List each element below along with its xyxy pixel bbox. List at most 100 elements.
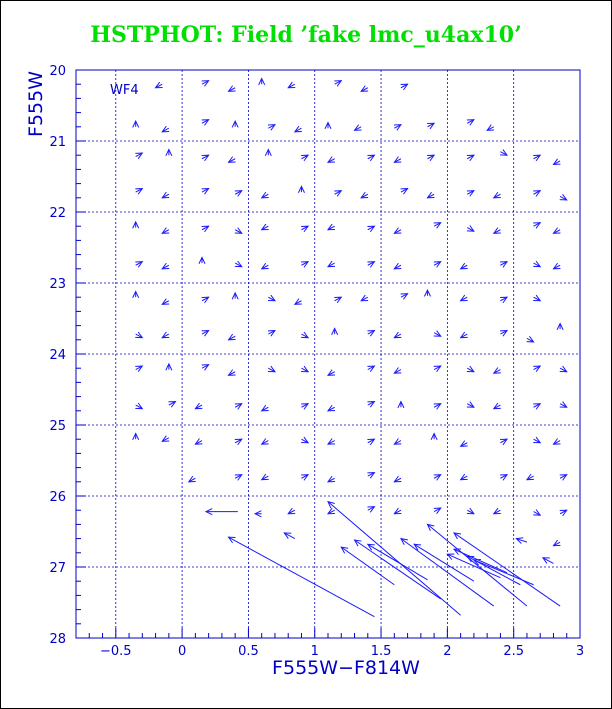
short-vector-head — [559, 509, 568, 517]
short-vector-head — [161, 435, 170, 442]
short-vector-head — [227, 85, 236, 92]
short-vector — [459, 294, 468, 302]
short-vector-shaft — [327, 406, 335, 412]
short-vector-shaft — [367, 506, 375, 511]
short-vector-shaft — [161, 437, 170, 442]
short-vector-head — [533, 365, 542, 373]
short-vector-head — [161, 191, 170, 199]
short-vector-shaft — [533, 365, 541, 371]
short-vector-shaft — [533, 438, 541, 444]
short-vector-shaft — [327, 477, 335, 483]
short-vector-head — [492, 227, 501, 234]
short-vector-shaft — [367, 438, 375, 444]
short-vector-shaft — [188, 477, 196, 483]
short-vector — [492, 227, 501, 234]
short-vector-shaft — [493, 193, 501, 199]
short-vector — [234, 260, 243, 268]
short-vector-head — [287, 81, 296, 89]
short-vector — [552, 262, 561, 270]
long-vector — [426, 523, 528, 607]
short-vector — [433, 261, 442, 268]
short-vector-head — [533, 294, 542, 302]
short-vector-head — [201, 188, 210, 195]
short-vector-shaft — [201, 296, 209, 302]
short-vector-head — [135, 365, 144, 373]
x-tick-label: 2 — [443, 644, 451, 659]
short-vector-head — [201, 80, 210, 87]
short-vector-head — [227, 333, 236, 341]
short-vector — [231, 291, 239, 300]
short-vector-shaft — [493, 404, 501, 410]
short-vector-shaft — [301, 333, 309, 339]
y-tick-label: 22 — [49, 206, 66, 221]
short-vector-head — [500, 438, 509, 446]
long-vector — [453, 532, 561, 607]
short-vector-shaft — [234, 403, 243, 408]
short-vector-head — [283, 532, 292, 539]
short-vector — [326, 223, 336, 231]
short-vector-shaft — [394, 229, 402, 234]
short-vector-head — [500, 261, 509, 268]
short-vector-shaft — [433, 403, 441, 408]
y-tick-label: 24 — [49, 348, 66, 363]
short-vector — [267, 124, 276, 131]
short-vector — [353, 124, 362, 131]
short-vector — [201, 364, 210, 371]
short-vector — [201, 80, 210, 87]
short-vector-shaft — [460, 333, 468, 339]
long-vector — [366, 543, 428, 581]
short-vector-shaft — [500, 438, 508, 444]
short-vector-head — [492, 507, 501, 515]
short-vector — [161, 125, 170, 133]
short-vector — [267, 294, 276, 302]
short-vector — [161, 191, 170, 199]
short-vector — [334, 296, 343, 304]
short-vector-shaft — [367, 154, 375, 160]
short-vector — [301, 365, 310, 373]
short-vector-shaft — [394, 333, 402, 339]
short-vector-head — [426, 191, 435, 199]
short-vector-head — [533, 260, 542, 268]
short-vector-head — [132, 119, 140, 128]
short-vector — [533, 294, 542, 302]
short-vector-head — [267, 330, 276, 337]
short-vector — [234, 438, 243, 446]
short-vector-head — [459, 294, 468, 302]
short-vector-shaft — [394, 509, 402, 515]
short-vector — [466, 190, 475, 197]
short-vector — [433, 474, 442, 481]
short-vector-head — [360, 294, 369, 302]
short-vector-shaft — [201, 364, 209, 369]
y-tick-label: 28 — [49, 632, 66, 647]
short-vector-head — [161, 331, 170, 339]
short-vector-shaft — [261, 475, 269, 481]
short-vector — [533, 403, 542, 410]
short-vector — [301, 436, 310, 444]
short-vector-shaft — [467, 119, 475, 124]
short-vector-head — [541, 557, 550, 564]
short-vector-head — [400, 188, 409, 195]
short-vector-shaft — [427, 122, 435, 128]
short-vector-shaft — [287, 83, 296, 89]
x-axis-label: F555W−F814W — [272, 657, 420, 679]
short-vector-shaft — [500, 474, 508, 479]
short-vector-shaft — [467, 227, 475, 232]
short-vector-shaft — [234, 190, 243, 195]
short-vector-head — [293, 125, 302, 133]
short-vector — [201, 119, 210, 126]
short-vector — [500, 474, 509, 481]
short-vector-shaft — [201, 119, 209, 124]
short-vector-head — [301, 154, 310, 162]
short-vector — [367, 225, 376, 233]
short-vector — [433, 222, 442, 229]
short-vector-head — [264, 148, 272, 157]
short-vector-head — [400, 293, 409, 300]
short-vector-head — [393, 438, 402, 445]
x-tick-label: 1.5 — [371, 644, 392, 659]
short-vector-shaft — [261, 193, 269, 199]
short-vector-head — [260, 262, 269, 270]
short-vector — [231, 119, 239, 128]
short-vector-head — [533, 509, 542, 516]
short-vector — [533, 509, 542, 516]
short-vector — [135, 188, 144, 195]
